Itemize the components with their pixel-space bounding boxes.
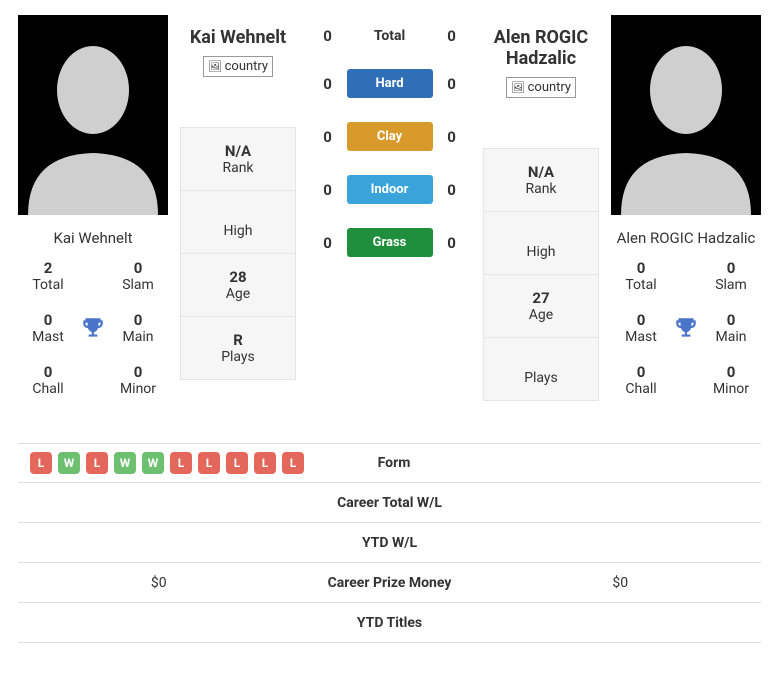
h2h-p2-score: 0 <box>443 234 461 252</box>
trophy-icon <box>671 311 701 345</box>
h2h-row: 0 Indoor 0 <box>308 175 471 204</box>
stat-main: 0Main <box>701 311 761 345</box>
compare-label: Career Prize Money <box>300 575 480 591</box>
h2h-p1-score: 0 <box>319 27 337 45</box>
p2-title-stats: 0Total 0Slam 0Mast 0Main 0Chall 0Minor <box>611 259 761 415</box>
h2h-column: 0 Total 0 0 Hard 0 0 Clay 0 0 Indoor 0 0 Grass 0 <box>308 15 471 281</box>
compare-table: LWLWWLLLLLFormCareer Total W/LYTD W/L$0C… <box>18 443 761 643</box>
p1-photo-card: Kai Wehnelt 2Total 0Slam 0Mast 0Main 0Ch… <box>18 15 168 415</box>
stat-mast: 0Mast <box>18 311 78 345</box>
info-rank: N/ARank <box>484 149 598 212</box>
p1-flag: country <box>203 56 273 77</box>
p1-name-heading: Kai Wehnelt <box>190 27 286 48</box>
h2h-p1-score: 0 <box>319 128 337 146</box>
p2-name-col: Alen ROGIC Hadzalic country N/ARank High… <box>483 15 599 401</box>
player-silhouette-icon <box>18 15 168 215</box>
form-chip[interactable]: L <box>30 452 52 474</box>
compare-left: $0 <box>18 575 300 591</box>
compare-row: $0Career Prize Money$0 <box>18 563 761 603</box>
stat-slam: 0Slam <box>108 259 168 293</box>
compare-row: LWLWWLLLLLForm <box>18 443 761 483</box>
info-rank: N/ARank <box>181 128 295 191</box>
compare-label: YTD Titles <box>300 615 480 631</box>
p2-photo-card: Alen ROGIC Hadzalic 0Total 0Slam 0Mast 0… <box>611 15 761 415</box>
info-age: 28Age <box>181 254 295 317</box>
stat-total: 2Total <box>18 259 78 293</box>
h2h-p2-score: 0 <box>443 181 461 199</box>
info-plays: RPlays <box>181 317 295 379</box>
h2h-label: Total <box>347 28 433 44</box>
stat-slam: 0Slam <box>701 259 761 293</box>
form-chip[interactable]: L <box>254 452 276 474</box>
p1-info-card: N/ARank High 28Age RPlays <box>180 127 296 380</box>
h2h-p2-score: 0 <box>443 75 461 93</box>
form-chip[interactable]: L <box>282 452 304 474</box>
compare-label: Form <box>304 455 484 471</box>
h2h-label: Grass <box>347 228 433 257</box>
info-high: High <box>484 212 598 275</box>
h2h-label: Hard <box>347 69 433 98</box>
stat-minor: 0Minor <box>108 363 168 397</box>
p2-photo <box>611 15 761 215</box>
form-chip[interactable]: W <box>114 452 136 474</box>
top-row: Kai Wehnelt 2Total 0Slam 0Mast 0Main 0Ch… <box>0 0 779 415</box>
h2h-row: 0 Hard 0 <box>308 69 471 98</box>
form-chip[interactable]: L <box>226 452 248 474</box>
h2h-label: Indoor <box>347 175 433 204</box>
stat-main: 0Main <box>108 311 168 345</box>
info-plays: Plays <box>484 338 598 400</box>
stat-chall: 0Chall <box>18 363 78 397</box>
compare-row: YTD Titles <box>18 603 761 643</box>
stat-mast: 0Mast <box>611 311 671 345</box>
h2h-p2-score: 0 <box>443 128 461 146</box>
h2h-p1-score: 0 <box>319 75 337 93</box>
h2h-label: Clay <box>347 122 433 151</box>
compare-label: YTD W/L <box>300 535 480 551</box>
form-chip[interactable]: W <box>142 452 164 474</box>
compare-label: Career Total W/L <box>300 495 480 511</box>
stat-chall: 0Chall <box>611 363 671 397</box>
p2-info-card: N/ARank High 27Age Plays <box>483 148 599 401</box>
h2h-row: 0 Total 0 <box>308 27 471 45</box>
p1-photo <box>18 15 168 215</box>
form-chip[interactable]: L <box>170 452 192 474</box>
info-age: 27Age <box>484 275 598 338</box>
trophy-icon <box>78 311 108 345</box>
player-silhouette-icon <box>611 15 761 215</box>
compare-row: Career Total W/L <box>18 483 761 523</box>
p2-photo-name: Alen ROGIC Hadzalic <box>613 215 760 259</box>
compare-left: LWLWWLLLLL <box>18 452 304 474</box>
form-chip[interactable]: L <box>86 452 108 474</box>
h2h-row: 0 Grass 0 <box>308 228 471 257</box>
h2h-p1-score: 0 <box>319 234 337 252</box>
p2-flag: country <box>506 77 576 98</box>
form-chip[interactable]: L <box>198 452 220 474</box>
p2-name-heading: Alen ROGIC Hadzalic <box>483 27 599 69</box>
h2h-p1-score: 0 <box>319 181 337 199</box>
stat-total: 0Total <box>611 259 671 293</box>
p1-name-col: Kai Wehnelt country N/ARank High 28Age R… <box>180 15 296 380</box>
p1-photo-name: Kai Wehnelt <box>49 215 136 259</box>
stat-minor: 0Minor <box>701 363 761 397</box>
compare-right: $0 <box>480 575 762 591</box>
h2h-p2-score: 0 <box>443 27 461 45</box>
p1-title-stats: 2Total 0Slam 0Mast 0Main 0Chall 0Minor <box>18 259 168 415</box>
compare-row: YTD W/L <box>18 523 761 563</box>
h2h-row: 0 Clay 0 <box>308 122 471 151</box>
info-high: High <box>181 191 295 254</box>
form-chips: LWLWWLLLLL <box>18 452 304 474</box>
form-chip[interactable]: W <box>58 452 80 474</box>
